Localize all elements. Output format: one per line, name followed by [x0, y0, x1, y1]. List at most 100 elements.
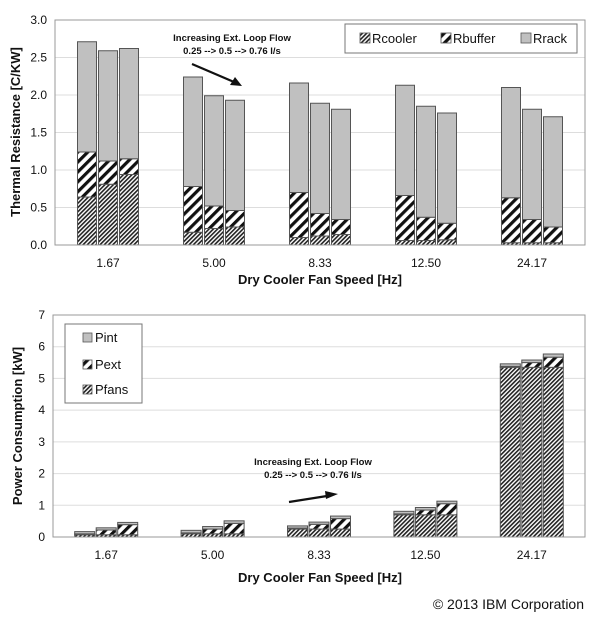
bar-segment-pint — [393, 510, 415, 515]
bar-segment-rcooler — [310, 235, 330, 246]
bar-segment-pfans — [414, 514, 436, 538]
bar-segment-rbuffer — [543, 226, 563, 244]
bar-segment-pint — [308, 521, 330, 525]
legend-label-rbuffer: Rbuffer — [453, 31, 496, 46]
bar-segment-pext — [542, 356, 564, 368]
bar-segment-pint — [542, 353, 564, 358]
bar-segment-pint — [117, 521, 139, 526]
bar-segment-pint — [223, 520, 245, 524]
bar-segment-rbuffer — [416, 216, 436, 241]
x-tick-label: 12.50 — [410, 548, 440, 562]
legend-label-pfans: Pfans — [95, 382, 129, 397]
y-tick-label: 5 — [38, 371, 45, 385]
bar-segment-pext — [223, 522, 245, 535]
bar-segment-pint — [414, 507, 436, 511]
bar-segment-rcooler — [395, 240, 415, 246]
stacked-bar — [542, 353, 564, 538]
y-tick-label: 6 — [38, 340, 45, 354]
bar-segment-rbuffer — [331, 219, 351, 235]
annotation-arrow — [288, 494, 328, 504]
bar-segment-rrack — [98, 50, 118, 162]
bar-segment-rrack — [501, 87, 521, 199]
y-tick-label: 4 — [38, 403, 45, 417]
bar-segment-rbuffer — [77, 151, 97, 198]
legend: Rcooler Rbuffer Rrack — [344, 23, 578, 54]
legend-item-pfans: Pfans — [82, 382, 129, 397]
x-tick-label: 8.33 — [308, 256, 332, 270]
stacked-bar — [119, 48, 139, 246]
bar-segment-rcooler — [437, 239, 457, 246]
bar-segment-pext — [202, 528, 224, 535]
x-tick-label: 24.17 — [517, 548, 547, 562]
x-tick-label: 5.00 — [201, 548, 225, 562]
bar-segment-pfans — [287, 528, 308, 538]
stacked-bar — [414, 507, 436, 538]
bar-segment-pfans — [499, 366, 521, 538]
stacked-bar — [393, 510, 415, 538]
bar-segment-pfans — [436, 514, 458, 538]
x-ticks: 1.67 5.00 8.33 12.50 24.17 — [95, 548, 548, 562]
legend-box — [64, 323, 143, 404]
bar-segment-rrack — [543, 116, 563, 228]
stacked-bar — [289, 82, 309, 246]
stacked-bar — [180, 529, 202, 538]
x-tick-label: 24.17 — [517, 256, 547, 270]
y-tick-label: 1 — [38, 498, 45, 512]
stacked-bar — [117, 521, 139, 538]
bar-segment-rcooler — [77, 196, 97, 246]
arrow-head-icon — [230, 77, 242, 86]
x-ticks: 1.67 5.00 8.33 12.50 24.17 — [96, 256, 547, 270]
x-tick-label: 5.00 — [202, 256, 226, 270]
legend-label-rcooler: Rcooler — [372, 31, 417, 46]
legend-label-pint: Pint — [95, 330, 118, 345]
legend-box — [344, 23, 578, 54]
stacked-bar — [330, 515, 351, 538]
stacked-bar — [225, 99, 245, 246]
annotation-line2: 0.25 --> 0.5 --> 0.76 l/s — [264, 470, 362, 481]
copyright-notice: © 2013 IBM Corporation — [432, 596, 584, 612]
x-tick-label: 12.50 — [411, 256, 441, 270]
y-tick-label: 0 — [38, 530, 45, 544]
x-tick-label: 8.33 — [307, 548, 331, 562]
legend: Pint Pext Pfans — [64, 323, 143, 404]
bar-segment-pint — [436, 500, 458, 505]
bar-segment-rrack — [331, 108, 351, 220]
thermal-resistance-chart: 0.0 0.5 1.0 1.5 2.0 2.5 3.0 1.67 5.00 8.33 12.50 2… — [8, 13, 586, 287]
y-tick-label: 1.5 — [30, 126, 47, 140]
bar-segment-rrack — [416, 105, 436, 218]
stacked-bar — [499, 363, 521, 538]
y-tick-label: 7 — [38, 308, 45, 322]
stacked-bar — [223, 520, 245, 538]
plot-frame — [54, 19, 586, 246]
bar-segment-pint — [74, 531, 96, 535]
bar-segment-rcooler — [98, 183, 118, 246]
stacked-bar — [416, 105, 436, 246]
bar-segment-rrack — [204, 95, 224, 207]
bar-segment-rrack — [522, 108, 542, 220]
legend-item-pext: Pext — [82, 357, 121, 372]
x-axis-title: Dry Cooler Fan Speed [Hz] — [238, 272, 402, 287]
bar-segment-pint — [499, 363, 521, 367]
y-ticks: 0 1 2 3 4 5 6 7 — [38, 308, 45, 544]
bar-segment-rcooler — [225, 226, 245, 246]
arrow-head-icon — [325, 491, 338, 499]
y-tick-label: 2.0 — [30, 88, 47, 102]
bar-segment-pext — [308, 523, 330, 530]
bar-segment-pfans — [393, 514, 415, 538]
annotation-line1: Increasing Ext. Loop Flow — [173, 33, 291, 44]
legend-swatch-rcooler — [359, 32, 371, 44]
y-tick-label: 1.0 — [30, 163, 47, 177]
stacked-bar — [183, 76, 203, 246]
stacked-bar — [395, 84, 415, 246]
stacked-bar — [98, 50, 118, 246]
bar-segment-rbuffer — [225, 210, 245, 228]
stacked-bar — [331, 108, 351, 246]
annotation-arrow — [191, 62, 235, 84]
annotation-line1: Increasing Ext. Loop Flow — [254, 457, 372, 468]
bars — [77, 41, 563, 246]
stacked-bar — [287, 525, 308, 538]
bars — [74, 353, 564, 538]
stacked-bar — [543, 116, 563, 246]
bar-segment-rbuffer — [501, 197, 521, 244]
